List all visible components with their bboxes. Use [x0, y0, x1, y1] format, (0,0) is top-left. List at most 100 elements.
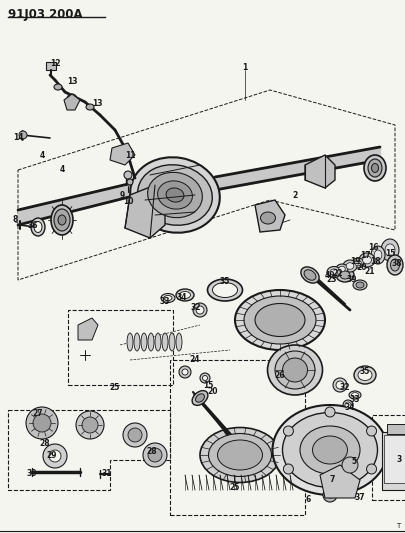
Ellipse shape [336, 381, 344, 389]
Bar [372, 415, 405, 500]
Ellipse shape [330, 269, 338, 275]
Circle shape [143, 443, 167, 467]
Ellipse shape [336, 268, 354, 282]
Circle shape [284, 464, 294, 474]
Text: 33: 33 [160, 297, 170, 306]
Ellipse shape [390, 259, 399, 271]
Circle shape [323, 488, 337, 502]
Ellipse shape [304, 270, 316, 280]
Text: 26: 26 [275, 370, 285, 379]
Ellipse shape [235, 290, 325, 350]
Ellipse shape [371, 246, 385, 264]
Text: 38: 38 [392, 259, 402, 268]
Text: 31: 31 [102, 470, 112, 479]
Text: 10: 10 [123, 198, 133, 206]
Ellipse shape [196, 394, 205, 402]
Ellipse shape [130, 157, 220, 233]
Text: 11: 11 [125, 150, 135, 159]
Ellipse shape [327, 266, 341, 278]
Ellipse shape [371, 164, 379, 173]
Bar [46, 62, 56, 70]
Ellipse shape [200, 427, 280, 482]
Circle shape [367, 464, 377, 474]
Ellipse shape [179, 292, 190, 298]
Ellipse shape [345, 402, 351, 408]
Polygon shape [64, 94, 80, 110]
Ellipse shape [161, 294, 175, 303]
Text: 17: 17 [360, 251, 370, 260]
Ellipse shape [86, 104, 94, 110]
Ellipse shape [333, 378, 347, 392]
Ellipse shape [176, 333, 182, 351]
Circle shape [342, 457, 358, 473]
Ellipse shape [364, 155, 386, 181]
Ellipse shape [217, 440, 262, 470]
Polygon shape [320, 465, 360, 498]
Ellipse shape [340, 271, 350, 279]
Ellipse shape [359, 253, 375, 267]
Text: 32: 32 [340, 384, 350, 392]
Text: 25: 25 [110, 383, 120, 392]
Text: 23: 23 [327, 276, 337, 285]
Text: 22: 22 [333, 269, 343, 278]
Ellipse shape [164, 295, 172, 301]
Bar [170, 360, 305, 515]
Circle shape [325, 407, 335, 417]
Circle shape [367, 426, 377, 436]
Text: 4: 4 [39, 150, 45, 159]
Circle shape [43, 444, 67, 468]
Ellipse shape [275, 351, 315, 389]
Text: 7: 7 [329, 475, 335, 484]
Ellipse shape [192, 391, 208, 406]
Ellipse shape [169, 333, 175, 351]
Text: 3: 3 [396, 456, 402, 464]
Circle shape [202, 376, 207, 381]
Circle shape [49, 450, 61, 462]
Ellipse shape [54, 84, 62, 90]
Text: 32: 32 [191, 303, 201, 312]
Ellipse shape [354, 366, 376, 384]
Ellipse shape [148, 333, 154, 351]
Text: 28: 28 [147, 448, 157, 456]
Text: 39: 39 [347, 276, 357, 285]
Ellipse shape [368, 159, 382, 177]
Ellipse shape [343, 260, 357, 272]
Circle shape [76, 411, 104, 439]
Circle shape [19, 131, 27, 139]
Text: 13: 13 [92, 99, 102, 108]
Circle shape [33, 414, 51, 432]
Ellipse shape [244, 296, 316, 344]
Text: 1: 1 [242, 63, 247, 72]
Text: 13: 13 [67, 77, 77, 86]
Ellipse shape [58, 215, 66, 225]
Ellipse shape [141, 333, 147, 351]
Polygon shape [78, 318, 98, 340]
Text: 15: 15 [385, 248, 395, 257]
Ellipse shape [283, 358, 307, 382]
Ellipse shape [260, 212, 275, 224]
Ellipse shape [343, 400, 353, 410]
Text: 2: 2 [292, 190, 298, 199]
Ellipse shape [158, 181, 192, 209]
Text: 34: 34 [345, 403, 355, 413]
Text: 28: 28 [40, 439, 50, 448]
Ellipse shape [127, 333, 133, 351]
Text: 8: 8 [12, 215, 18, 224]
Ellipse shape [134, 333, 140, 351]
Ellipse shape [51, 205, 73, 235]
Ellipse shape [176, 289, 194, 301]
Ellipse shape [283, 413, 377, 488]
Ellipse shape [362, 256, 371, 264]
Text: 24: 24 [190, 356, 200, 365]
Circle shape [124, 171, 132, 179]
Ellipse shape [339, 266, 345, 272]
Ellipse shape [374, 250, 382, 260]
Text: 12: 12 [50, 59, 60, 68]
Ellipse shape [207, 279, 243, 301]
Text: 35: 35 [360, 367, 370, 376]
Ellipse shape [352, 258, 364, 268]
Circle shape [82, 417, 98, 433]
Ellipse shape [162, 333, 168, 351]
Bar [68, 310, 173, 385]
Ellipse shape [355, 260, 361, 266]
